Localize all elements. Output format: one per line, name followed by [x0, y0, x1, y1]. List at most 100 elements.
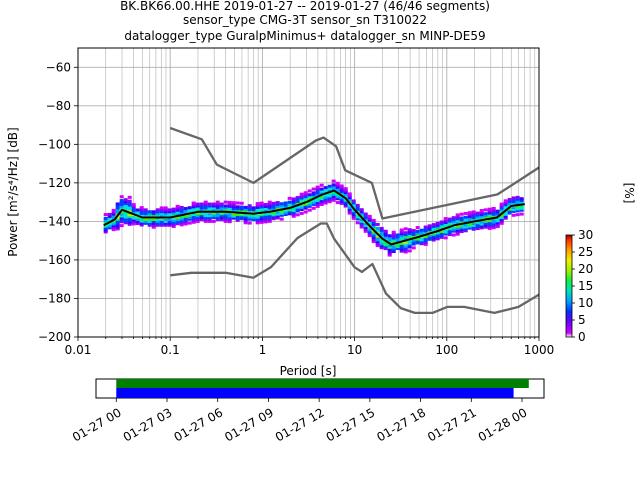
psd-density-cell — [215, 206, 220, 210]
psd-density-cell — [403, 235, 408, 239]
psd-density-cell — [231, 203, 236, 207]
x-tick-label: 10 — [347, 343, 362, 357]
psd-density-cell — [287, 200, 292, 204]
psd-density-cell — [131, 218, 136, 222]
psd-density-cell — [419, 238, 424, 242]
psd-density-cell — [403, 240, 408, 244]
psd-density-cell — [495, 221, 500, 225]
psd-density-cell — [271, 203, 276, 207]
psd-density-cell — [151, 219, 156, 223]
psd-density-cell — [391, 248, 396, 252]
psd-density-cell — [163, 223, 168, 227]
psd-density-cell — [119, 224, 124, 228]
psd-density-cell — [363, 229, 368, 233]
psd-density-cell — [179, 217, 184, 221]
psd-density-cell — [439, 233, 444, 237]
psd-density-cell — [463, 227, 468, 231]
psd-density-cell — [487, 225, 492, 229]
psd-density-cell — [139, 213, 144, 217]
psd-density-cell — [119, 210, 124, 214]
psd-density-cell — [419, 228, 424, 232]
psd-density-cell — [451, 218, 456, 222]
psd-density-cell — [163, 212, 168, 216]
psd-density-cell — [355, 221, 360, 225]
psd-density-cell — [107, 218, 112, 222]
psd-density-cell — [307, 189, 312, 193]
psd-density-cell — [159, 221, 164, 225]
psd-density-cell — [319, 191, 324, 195]
psd-density-cell — [335, 189, 340, 193]
psd-density-cell — [255, 213, 260, 217]
psd-density-cell — [279, 211, 284, 215]
psd-density-cell — [331, 187, 336, 191]
psd-density-cell — [383, 241, 388, 245]
psd-density-cell — [339, 188, 344, 192]
psd-density-cell — [247, 204, 252, 208]
psd-density-cell — [359, 212, 364, 216]
psd-density-cell — [487, 226, 492, 230]
psd-density-cell — [267, 200, 272, 204]
psd-density-cell — [127, 207, 132, 211]
psd-density-cell — [455, 228, 460, 232]
psd-density-cell — [491, 206, 496, 210]
psd-density-cell — [203, 217, 208, 221]
psd-density-cell — [519, 212, 524, 216]
psd-density-cell — [151, 212, 156, 216]
psd-density-cell — [467, 211, 472, 215]
psd-density-cell — [291, 214, 296, 218]
psd-density-cell — [499, 221, 504, 225]
psd-density-cell — [163, 221, 168, 225]
psd-density-cell — [227, 212, 232, 216]
psd-density-cell — [311, 193, 316, 197]
psd-density-cell — [359, 217, 364, 221]
psd-density-cell — [407, 228, 412, 232]
psd-density-cell — [403, 236, 408, 240]
psd-density-cell — [147, 223, 152, 227]
psd-density-cell — [467, 215, 472, 219]
psd-density-cell — [275, 202, 280, 206]
psd-density-cell — [175, 222, 180, 226]
psd-density-cell — [455, 221, 460, 225]
psd-density-cell — [347, 200, 352, 204]
psd-density-cell — [335, 201, 340, 205]
psd-density-cell — [447, 233, 452, 237]
psd-density-cell — [151, 217, 156, 221]
psd-density-cell — [379, 244, 384, 248]
psd-density-cell — [143, 208, 148, 212]
psd-density-cell — [139, 211, 144, 215]
psd-density-cell — [159, 208, 164, 212]
psd-density-cell — [299, 200, 304, 204]
psd-plot: 0.01 0.1 1 10 100 1000 −200 −180 −160 −140 −120 −1… — [6, 47, 554, 378]
psd-density-cell — [443, 217, 448, 221]
psd-density-cell — [415, 231, 420, 235]
psd-density-cell — [363, 212, 368, 216]
x-axis: 0.01 0.1 1 10 100 1000 — [65, 337, 554, 357]
psd-density-cell — [183, 222, 188, 226]
psd-density-cell — [219, 216, 224, 220]
psd-density-cell — [255, 205, 260, 209]
psd-density-cell — [119, 216, 124, 220]
psd-density-cell — [327, 184, 332, 188]
psd-density-cell — [475, 215, 480, 219]
psd-density-cell — [423, 227, 428, 231]
psd-density-cell — [267, 214, 272, 218]
psd-density-cell — [387, 249, 392, 253]
psd-density-cell — [155, 223, 160, 227]
psd-density-cell — [131, 210, 136, 214]
psd-density-cell — [167, 223, 172, 227]
psd-density-cell — [407, 232, 412, 236]
psd-density-cell — [199, 216, 204, 220]
psd-density-cell — [159, 214, 164, 218]
psd-density-cell — [331, 196, 336, 200]
psd-density-cell — [231, 214, 236, 218]
psd-density-cell — [495, 219, 500, 223]
psd-density-cell — [283, 205, 288, 209]
psd-density-cell — [459, 218, 464, 222]
psd-density-cell — [207, 208, 212, 212]
psd-density-cell — [395, 239, 400, 243]
psd-density-cell — [451, 220, 456, 224]
psd-density-cell — [271, 205, 276, 209]
psd-density-cell — [259, 207, 264, 211]
psd-density-cell — [179, 221, 184, 225]
psd-density-cell — [215, 204, 220, 208]
